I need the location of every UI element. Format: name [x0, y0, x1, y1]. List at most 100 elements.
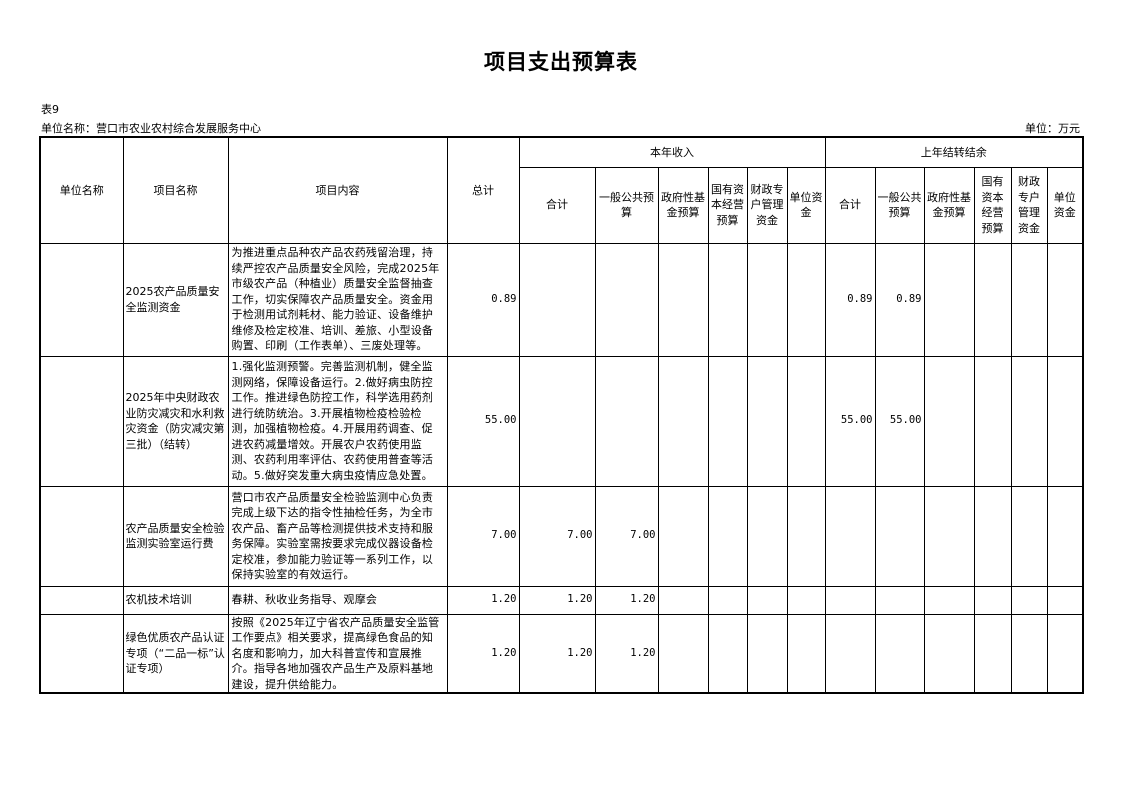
unit-cell	[39, 585, 124, 615]
header-last-year-cols-1: 一般公共预算	[874, 166, 925, 244]
amount-cell	[874, 585, 925, 615]
amount-cell	[1046, 355, 1084, 487]
amount-cell	[1010, 242, 1048, 357]
amount-cell	[657, 485, 709, 587]
amount-cell: 0.89	[824, 242, 876, 357]
project-name-cell: 农机技术培训	[122, 585, 229, 615]
amount-cell	[973, 485, 1012, 587]
project-name-cell: 农产品质量安全检验监测实验室运行费	[122, 485, 229, 587]
amount-cell	[1010, 613, 1048, 694]
page-title: 项目支出预算表	[484, 50, 638, 74]
unit-cell	[39, 242, 124, 357]
amount-cell	[746, 355, 788, 487]
content-cell: 春耕、秋收业务指导、观摩会	[227, 585, 448, 615]
total-cell: 7.00	[446, 485, 520, 587]
amount-cell	[824, 585, 876, 615]
content-cell: 1.强化监测预警。完善监测机制，健全监测网络，保障设备运行。2.做好病虫防控工作…	[227, 355, 448, 487]
project-name-cell: 2025农产品质量安全监测资金	[122, 242, 229, 357]
content-cell: 按照《2025年辽宁省农产品质量安全监管工作要点》相关要求，提高绿色食品的知名度…	[227, 613, 448, 694]
amount-cell	[786, 613, 826, 694]
header-last-year-cols-3: 国有资本经营预算	[973, 166, 1012, 244]
amount-cell: 1.20	[518, 585, 596, 615]
amount-cell	[923, 585, 975, 615]
amount-cell: 7.00	[518, 485, 596, 587]
amount-cell	[1046, 242, 1084, 357]
project-name-cell: 2025年中央财政农业防灾减灾和水利救灾资金（防灾减灾第三批）（结转）	[122, 355, 229, 487]
header-last-year-cols-4: 财政专户管理资金	[1010, 166, 1048, 244]
table-row: 2025年中央财政农业防灾减灾和水利救灾资金（防灾减灾第三批）（结转） 1.强化监…	[39, 355, 1084, 487]
header-total: 总计	[446, 136, 520, 244]
header-this-year-cols-1: 一般公共预算	[594, 166, 659, 244]
amount-cell	[923, 355, 975, 487]
amount-cell	[923, 613, 975, 694]
amount-cell	[707, 485, 748, 587]
amount-cell	[973, 613, 1012, 694]
header-this-year-cols-5: 单位资金	[786, 166, 826, 244]
unit-cell	[39, 613, 124, 694]
table-row: 农机技术培训 春耕、秋收业务指导、观摩会 1.20 1.20 1.20	[39, 585, 1084, 615]
amount-cell	[874, 485, 925, 587]
amount-cell	[973, 585, 1012, 615]
amount-cell	[707, 355, 748, 487]
amount-cell	[657, 242, 709, 357]
amount-cell	[786, 485, 826, 587]
content-cell: 为推进重点品种农产品农药残留治理，持续严控农产品质量安全风险，完成2025年市级…	[227, 242, 448, 357]
amount-cell	[594, 355, 659, 487]
amount-cell	[824, 613, 876, 694]
amount-cell	[786, 585, 826, 615]
amount-cell	[746, 613, 788, 694]
amount-cell	[746, 485, 788, 587]
unit-cell	[39, 355, 124, 487]
amount-cell	[1046, 585, 1084, 615]
amount-cell: 55.00	[874, 355, 925, 487]
header-this-year-cols-3: 国有资本经营预算	[707, 166, 748, 244]
amount-cell: 1.20	[594, 613, 659, 694]
amount-cell	[746, 242, 788, 357]
amount-cell: 1.20	[594, 585, 659, 615]
amount-cell	[1010, 355, 1048, 487]
amount-cell: 55.00	[824, 355, 876, 487]
total-cell: 55.00	[446, 355, 520, 487]
amount-cell	[518, 242, 596, 357]
unit-cell	[39, 485, 124, 587]
header-this-year-cols-4: 财政专户管理资金	[746, 166, 788, 244]
amount-cell: 1.20	[518, 613, 596, 694]
amount-cell	[657, 355, 709, 487]
amount-cell	[518, 355, 596, 487]
amount-cell	[707, 242, 748, 357]
amount-cell	[657, 613, 709, 694]
amount-cell	[824, 485, 876, 587]
table-row: 绿色优质农产品认证专项（“二品一标”认证专项） 按照《2025年辽宁省农产品质量安…	[39, 613, 1084, 694]
header-content: 项目内容	[227, 136, 448, 244]
table-number: 表9	[41, 103, 59, 116]
header-last-year-cols-0: 合计	[824, 166, 876, 244]
amount-cell: 0.89	[874, 242, 925, 357]
amount-cell	[786, 242, 826, 357]
header-this-year-cols-2: 政府性基金预算	[657, 166, 709, 244]
amount-cell	[594, 242, 659, 357]
amount-cell	[1046, 485, 1084, 587]
currency-unit: 单位：万元	[1025, 122, 1080, 135]
amount-cell	[707, 585, 748, 615]
amount-cell	[874, 613, 925, 694]
amount-cell	[746, 585, 788, 615]
amount-cell	[707, 613, 748, 694]
amount-cell	[1046, 613, 1084, 694]
header-project-name: 项目名称	[122, 136, 229, 244]
unit-name: 单位名称：营口市农业农村综合发展服务中心	[41, 122, 261, 135]
amount-cell	[923, 485, 975, 587]
amount-cell	[923, 242, 975, 357]
amount-cell: 7.00	[594, 485, 659, 587]
header-this-year-cols-0: 合计	[518, 166, 596, 244]
amount-cell	[973, 242, 1012, 357]
amount-cell	[1010, 585, 1048, 615]
header-last-year-cols-5: 单位资金	[1046, 166, 1084, 244]
budget-table: 单位名称 项目名称 项目内容 总计 本年收入 上年结转结余 合计 一般公共预算 政府…	[39, 136, 1084, 694]
header-last-year: 上年结转结余	[824, 136, 1084, 168]
total-cell: 0.89	[446, 242, 520, 357]
project-name-cell: 绿色优质农产品认证专项（“二品一标”认证专项）	[122, 613, 229, 694]
amount-cell	[786, 355, 826, 487]
table-row: 农产品质量安全检验监测实验室运行费 营口市农产品质量安全检验监测中心负责完成上级下…	[39, 485, 1084, 587]
total-cell: 1.20	[446, 585, 520, 615]
amount-cell	[657, 585, 709, 615]
